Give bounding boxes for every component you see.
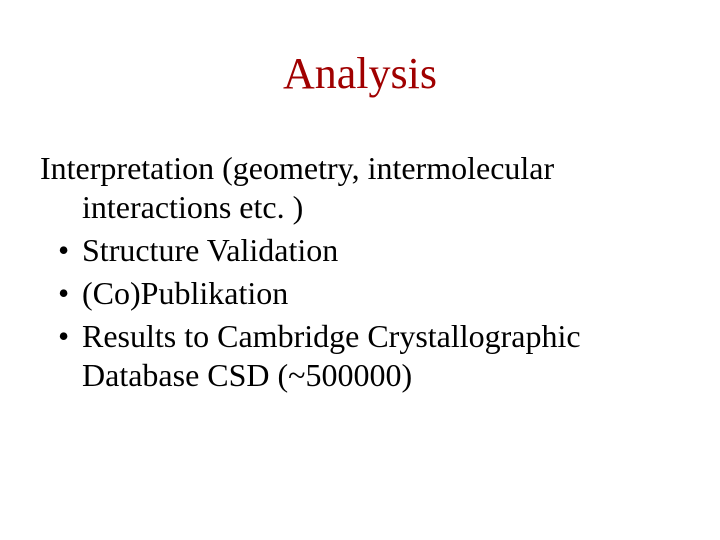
slide-title: Analysis [40,48,680,99]
list-item-text: (Co)Publikation [82,275,288,311]
lead-paragraph: Interpretation (geometry, intermolecular… [40,149,680,227]
list-item: (Co)Publikation [40,274,680,313]
list-item-text: Structure Validation [82,232,338,268]
bullet-list: Structure Validation (Co)Publikation Res… [40,231,680,395]
slide-body: Interpretation (geometry, intermolecular… [40,149,680,395]
slide: Analysis Interpretation (geometry, inter… [0,0,720,540]
list-item: Structure Validation [40,231,680,270]
list-item: Results to Cambridge Crystallographic Da… [40,317,680,395]
list-item-text: Results to Cambridge Crystallographic Da… [82,318,581,393]
